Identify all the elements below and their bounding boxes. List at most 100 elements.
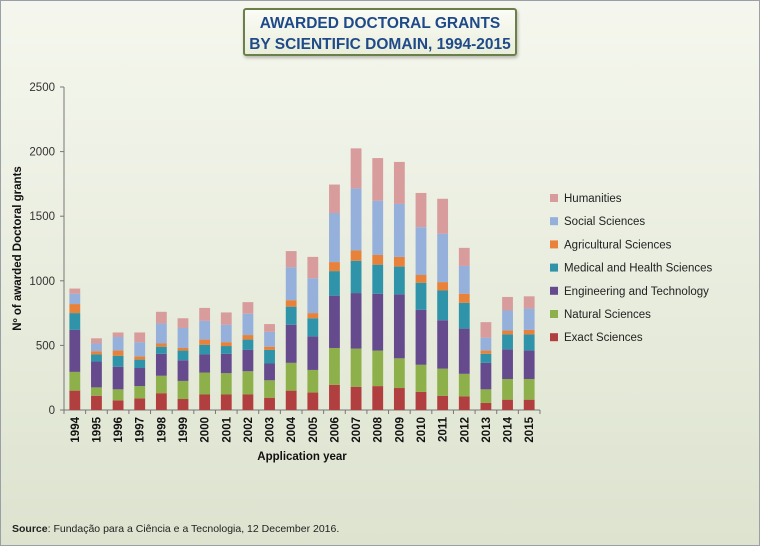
bar-segment-social-sciences-2006 (329, 212, 340, 263)
bar-segment-agricultural-sciences-2008 (372, 254, 384, 265)
bar-segment-agricultural-sciences-2000 (199, 339, 211, 345)
bar-segment-engineering-and-technology-1999 (177, 360, 189, 381)
bar-segment-exact-sciences-1994 (69, 390, 81, 410)
bar-segment-engineering-and-technology-2005 (307, 336, 319, 370)
bar-segment-agricultural-sciences-2002 (242, 335, 254, 340)
bar-segment-agricultural-sciences-1995 (91, 351, 102, 355)
bar-segment-humanities-1998 (155, 311, 167, 324)
bar-segment-social-sciences-2004 (285, 267, 297, 301)
legend-label: Social Sciences (564, 216, 645, 228)
bar-segment-engineering-and-technology-2002 (242, 349, 254, 372)
x-tick-label: 2012 (459, 417, 471, 443)
bar-segment-medical-and-health-sciences-1994 (69, 313, 81, 330)
bar-segment-humanities-2013 (480, 322, 492, 338)
x-tick-label: 2011 (438, 416, 450, 442)
bar-segment-humanities-2010 (415, 192, 427, 228)
bar-segment-social-sciences-2011 (437, 233, 449, 283)
bar-segment-natural-sciences-2002 (242, 371, 254, 395)
bar-segment-engineering-and-technology-2014 (502, 349, 513, 379)
bar-segment-natural-sciences-1996 (112, 389, 124, 401)
bar-segment-exact-sciences-2008 (372, 386, 384, 410)
bar-segment-exact-sciences-2001 (220, 394, 232, 410)
bar-segment-natural-sciences-1999 (177, 380, 189, 400)
chart-title-line-2: BY SCIENTIFIC DOMAIN, 1994-2015 (249, 36, 511, 53)
y-tick-label: 0 (49, 405, 55, 417)
bar-segment-agricultural-sciences-2015 (523, 329, 535, 335)
bar-segment-agricultural-sciences-2013 (480, 350, 492, 354)
bar-segment-engineering-and-technology-2010 (415, 309, 427, 365)
bar-segment-natural-sciences-2006 (329, 347, 340, 385)
bar-segment-humanities-2001 (220, 312, 232, 325)
bar-segment-social-sciences-2000 (199, 320, 211, 340)
source-text: : Fundação para a Ciência e a Tecnologia… (47, 523, 340, 535)
bar-segment-engineering-and-technology-2004 (285, 324, 297, 363)
bar-segment-humanities-2011 (437, 198, 449, 234)
bar-segment-exact-sciences-2007 (350, 386, 362, 410)
bar-segment-humanities-2014 (502, 296, 513, 311)
x-tick-label: 2010 (416, 417, 428, 443)
bar-segment-natural-sciences-2015 (523, 378, 535, 400)
source-note: Source: Fundação para a Ciência e a Tecn… (12, 523, 339, 535)
bar-segment-medical-and-health-sciences-1997 (134, 359, 146, 369)
bar-segment-medical-and-health-sciences-2006 (329, 271, 340, 296)
bar-segment-engineering-and-technology-1998 (155, 353, 167, 376)
y-tick-label: 1000 (29, 276, 55, 288)
bar-segment-medical-and-health-sciences-1996 (112, 355, 124, 367)
x-tick-label: 2002 (243, 417, 255, 443)
bar-segment-social-sciences-2003 (264, 331, 275, 347)
bar-segment-exact-sciences-2011 (437, 395, 449, 410)
bar-segment-engineering-and-technology-2000 (199, 354, 211, 373)
bar-segment-agricultural-sciences-1997 (134, 356, 146, 360)
bar-segment-agricultural-sciences-2003 (264, 346, 275, 350)
bar-segment-exact-sciences-2009 (393, 388, 405, 410)
bar-segment-engineering-and-technology-2015 (523, 350, 535, 379)
bar-segment-medical-and-health-sciences-1998 (155, 346, 167, 354)
bar-segment-engineering-and-technology-2011 (437, 320, 449, 369)
legend-label: Agricultural Sciences (564, 239, 672, 251)
bar-segment-natural-sciences-2013 (480, 389, 492, 403)
bar-segment-engineering-and-technology-2001 (220, 353, 232, 374)
x-tick-label: 2014 (503, 416, 515, 442)
legend-swatch (550, 286, 558, 295)
x-tick-label: 1998 (156, 416, 168, 442)
bar-segment-medical-and-health-sciences-2008 (372, 264, 384, 294)
bar-segment-humanities-2009 (393, 161, 405, 204)
bar-segment-natural-sciences-2003 (264, 380, 275, 398)
bar-segment-exact-sciences-2015 (523, 399, 535, 410)
bar-segment-exact-sciences-2014 (502, 399, 513, 410)
y-tick-label: 2500 (29, 82, 55, 94)
bar-segment-medical-and-health-sciences-2000 (199, 344, 211, 355)
bar-segment-natural-sciences-2011 (437, 368, 449, 396)
bar-segment-exact-sciences-1995 (91, 395, 102, 410)
legend-swatch (550, 310, 558, 318)
bar-segment-engineering-and-technology-2008 (372, 293, 384, 351)
bar-segment-social-sciences-2010 (415, 227, 427, 275)
x-tick-label: 1996 (113, 417, 125, 443)
bar-segment-exact-sciences-2003 (264, 397, 275, 410)
bar-segment-humanities-2006 (329, 184, 340, 213)
bar-segment-engineering-and-technology-2009 (393, 294, 405, 359)
x-axis-title: Application year (257, 451, 347, 463)
bar-segment-exact-sciences-2012 (458, 396, 470, 410)
y-tick-label: 1500 (29, 211, 55, 223)
bar-segment-humanities-1997 (134, 332, 146, 343)
bar-segment-social-sciences-1994 (69, 293, 81, 305)
y-tick-label: 2000 (29, 147, 55, 159)
bar-segment-social-sciences-2008 (372, 200, 384, 255)
bar-segment-agricultural-sciences-2011 (437, 282, 449, 291)
bar-segment-exact-sciences-1996 (112, 400, 124, 410)
bar-segment-medical-and-health-sciences-2001 (220, 346, 232, 354)
bar-segment-agricultural-sciences-1994 (69, 304, 81, 314)
bar-segment-social-sciences-2013 (480, 337, 492, 351)
bar-segment-natural-sciences-2009 (393, 358, 405, 389)
x-tick-label: 2006 (329, 417, 341, 443)
bar-segment-natural-sciences-2005 (307, 369, 319, 393)
legend-swatch (550, 333, 558, 342)
x-tick-label: 1995 (91, 416, 103, 442)
legend-swatch (550, 263, 558, 272)
bar-segment-exact-sciences-2010 (415, 391, 427, 410)
bar-segment-social-sciences-1995 (91, 343, 102, 352)
bar-segment-natural-sciences-2007 (350, 348, 362, 387)
legend-label: Natural Sciences (564, 309, 651, 321)
